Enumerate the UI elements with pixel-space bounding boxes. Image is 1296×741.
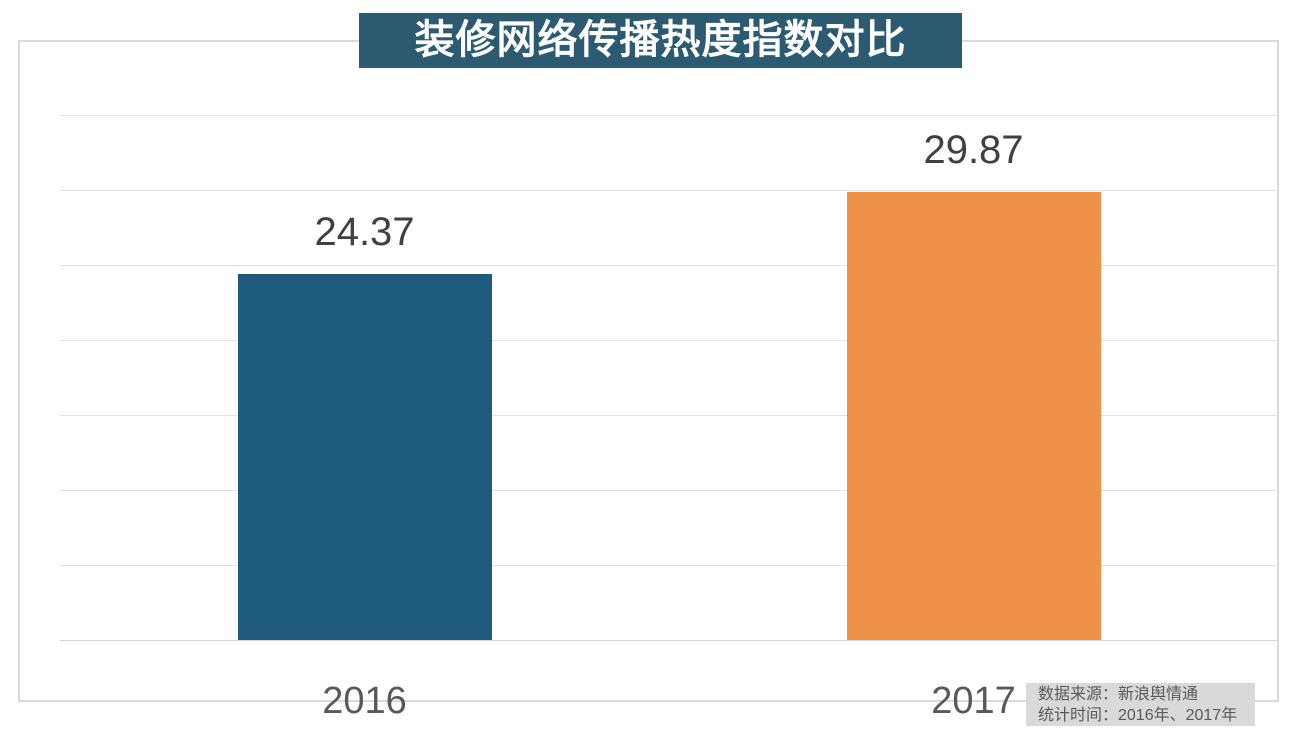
source-note-line2: 统计时间：2016年、2017年 [1038,707,1238,724]
gridline [60,190,1278,191]
gridline [60,265,1278,266]
gridline [60,640,1278,641]
plot-area: 24.37 29.87 2016 2017 [60,115,1278,720]
source-note: 数据来源：新浪舆情通 统计时间：2016年、2017年 [1026,683,1255,726]
bar-column-2017: 29.87 [669,115,1278,640]
gridline [60,340,1278,341]
gridline [60,490,1278,491]
gridline [60,415,1278,416]
chart-title: 装修网络传播热度指数对比 [359,13,962,68]
gridline [60,565,1278,566]
x-axis-label-2016: 2016 [322,680,407,722]
value-label-2016: 24.37 [314,210,415,255]
source-note-line1: 数据来源：新浪舆情通 [1038,686,1199,703]
bar-column-2016: 24.37 [60,115,669,640]
chart-frame: 24.37 29.87 2016 2017 [18,40,1279,720]
bar-2017 [846,191,1101,640]
bar-2016 [237,274,492,640]
value-label-2017: 29.87 [923,127,1024,172]
x-axis-label-2017: 2017 [931,680,1016,722]
gridline [60,115,1278,116]
